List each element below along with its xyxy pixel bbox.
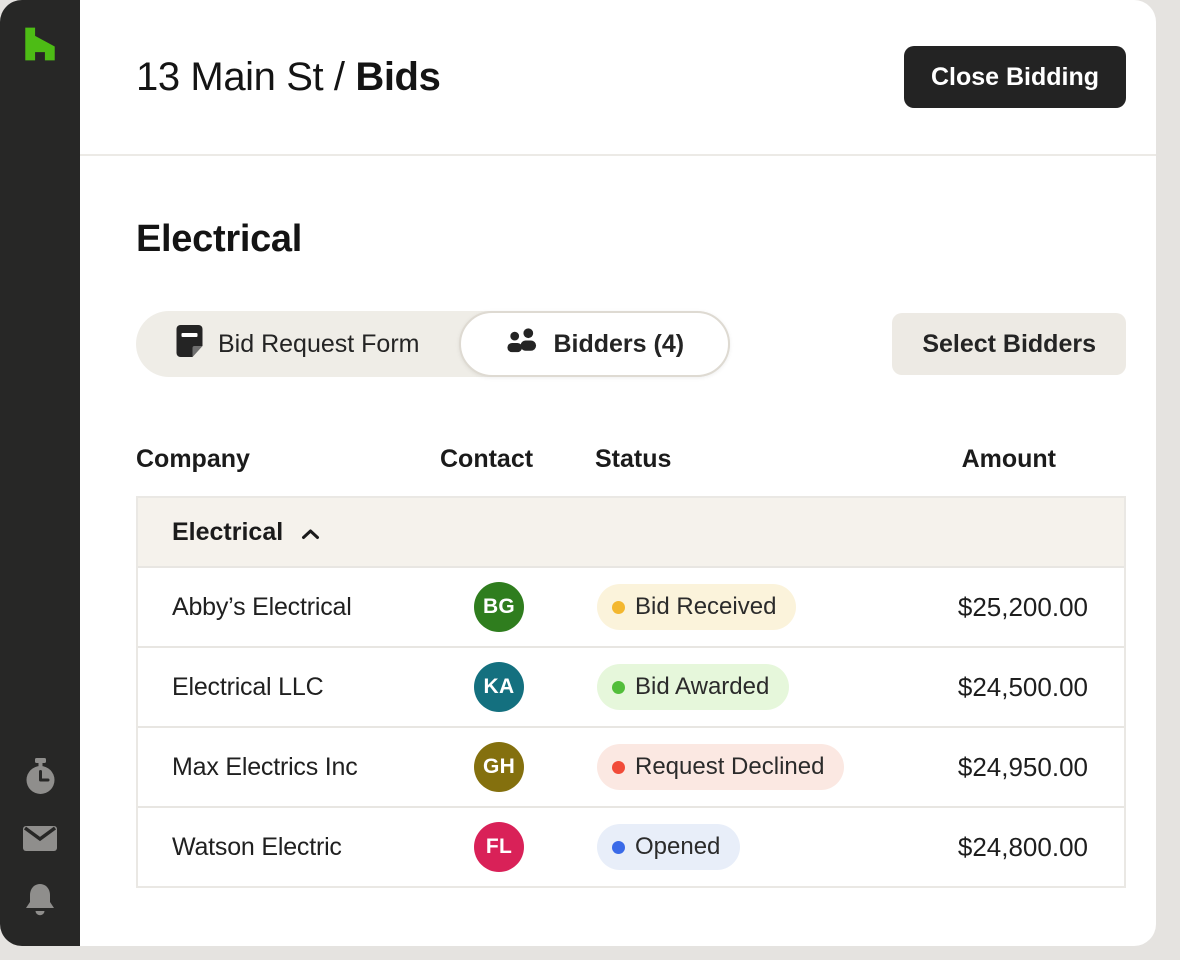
status-label: Request Declined xyxy=(635,753,825,780)
status-dot xyxy=(612,760,625,774)
people-icon xyxy=(505,327,538,362)
company-name: Electrical LLC xyxy=(172,672,324,701)
contact-avatar[interactable]: BG xyxy=(474,582,524,632)
status-label: Opened xyxy=(635,833,721,860)
houzz-logo-icon[interactable] xyxy=(22,26,58,62)
status-badge: Bid Awarded xyxy=(597,664,790,710)
column-header-amount: Amount xyxy=(961,445,1056,473)
company-name: Max Electrics Inc xyxy=(172,752,358,781)
tab-group: Bid Request Form Bidders (4) xyxy=(136,311,731,377)
company-name: Abby’s Electrical xyxy=(172,592,352,621)
status-dot xyxy=(612,680,625,694)
select-bidders-button[interactable]: Select Bidders xyxy=(892,313,1126,375)
breadcrumb: 13 Main St / Bids xyxy=(136,54,441,100)
section-title: Electrical xyxy=(136,218,302,260)
contact-avatar[interactable]: KA xyxy=(474,662,524,712)
status-dot xyxy=(612,840,625,854)
app-window: 13 Main St / Bids Close Bidding Electric… xyxy=(0,0,1156,946)
bid-amount: $24,950.00 xyxy=(957,751,1088,782)
table-row[interactable]: Max Electrics Inc GH Request Declined $2… xyxy=(138,726,1124,806)
company-name: Watson Electric xyxy=(172,832,342,861)
main-card: 13 Main St / Bids Close Bidding Electric… xyxy=(80,0,1156,946)
table-group-header[interactable]: Electrical xyxy=(138,498,1124,566)
timer-icon[interactable] xyxy=(22,757,58,794)
chevron-up-icon xyxy=(301,518,320,547)
status-badge: Opened xyxy=(597,824,741,870)
status-label: Bid Received xyxy=(635,593,777,620)
bid-amount: $24,500.00 xyxy=(957,671,1088,702)
column-header-company: Company xyxy=(136,445,250,473)
table-row[interactable]: Watson Electric FL Opened $24,800.00 xyxy=(138,806,1124,886)
tab-bid-request-form[interactable]: Bid Request Form xyxy=(136,311,459,377)
breadcrumb-current: Bids xyxy=(355,54,441,99)
group-label: Electrical xyxy=(172,517,284,546)
tab-label: Bidders (4) xyxy=(553,329,685,358)
column-header-contact: Contact xyxy=(440,445,534,473)
sidebar-bottom-icons xyxy=(22,757,58,918)
page-header: 13 Main St / Bids Close Bidding xyxy=(80,0,1156,156)
table-row[interactable]: Abby’s Electrical BG Bid Received $25,20… xyxy=(138,566,1124,646)
close-bidding-button[interactable]: Close Bidding xyxy=(903,46,1126,108)
bell-icon[interactable] xyxy=(22,882,58,918)
form-icon xyxy=(176,324,203,364)
status-label: Bid Awarded xyxy=(635,673,770,700)
breadcrumb-prefix: 13 Main St / xyxy=(136,54,356,99)
contact-avatar[interactable]: GH xyxy=(474,742,524,792)
tab-bidders[interactable]: Bidders (4) xyxy=(459,311,731,377)
tab-label: Bid Request Form xyxy=(218,329,420,358)
status-dot xyxy=(612,600,625,614)
sidebar xyxy=(0,0,80,946)
bid-amount: $25,200.00 xyxy=(957,591,1088,622)
column-header-status: Status xyxy=(595,445,672,473)
controls-row: Bid Request Form Bidders (4) xyxy=(136,311,1126,377)
status-badge: Request Declined xyxy=(597,744,845,790)
status-badge: Bid Received xyxy=(597,584,797,630)
bid-amount: $24,800.00 xyxy=(957,831,1088,862)
table-column-headers: Company Contact Status Amount xyxy=(136,445,1126,496)
page-content: Electrical Bid Request Form xyxy=(80,156,1156,888)
bidders-table: Electrical Abby’s Electrical BG Bid Rece… xyxy=(136,496,1126,888)
table-row[interactable]: Electrical LLC KA Bid Awarded $24,500.00 xyxy=(138,646,1124,726)
mail-icon[interactable] xyxy=(22,820,58,856)
contact-avatar[interactable]: FL xyxy=(474,822,524,872)
